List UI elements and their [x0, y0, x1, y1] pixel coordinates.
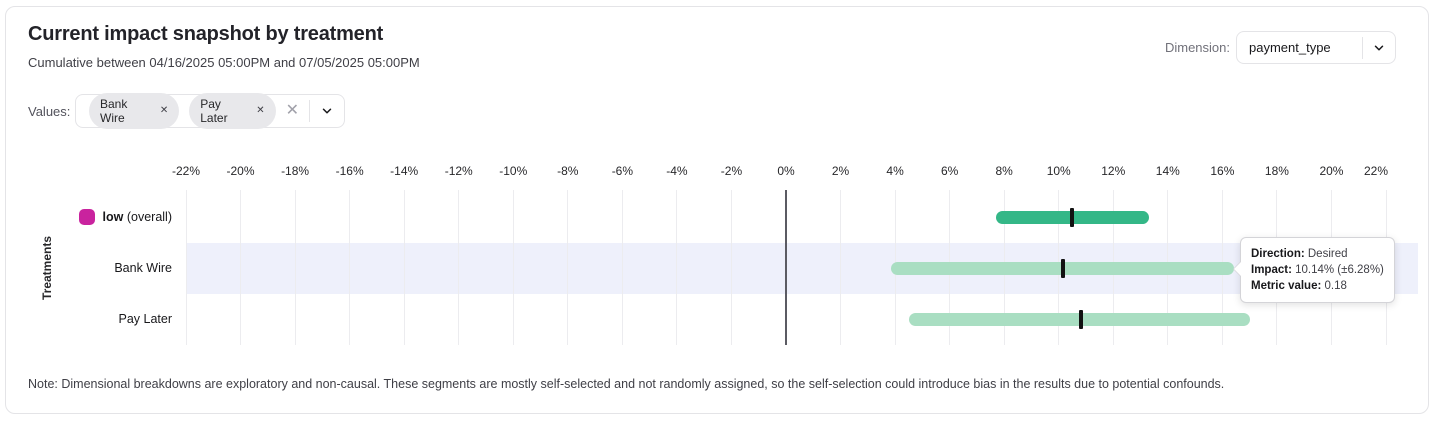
impact-point-tick	[1070, 207, 1075, 227]
x-axis-tick-label: 0%	[777, 164, 795, 178]
chip-remove-icon[interactable]: ✕	[159, 105, 169, 116]
x-axis-tick-label: -8%	[557, 164, 579, 178]
x-axis-tick-label: -20%	[226, 164, 255, 178]
gridline	[349, 190, 351, 345]
tooltip-impact-value: 10.14% (±6.28%)	[1295, 264, 1384, 276]
x-axis-tick-label: 8%	[995, 164, 1013, 178]
gridline	[840, 190, 842, 345]
value-chip-pay-later[interactable]: Pay Later ✕	[189, 93, 276, 129]
date-range-subtitle: Cumulative between 04/16/2025 05:00PM an…	[28, 55, 420, 70]
x-axis-tick-label: -10%	[499, 164, 528, 178]
impact-point-tick	[1078, 309, 1083, 329]
x-axis-tick-label: 6%	[940, 164, 959, 178]
chip-label: Pay Later	[200, 97, 228, 125]
x-axis-tick-label: -4%	[666, 164, 688, 178]
bar-tooltip: Direction: Desired Impact: 10.14% (±6.28…	[1233, 237, 1395, 303]
row-label-text: low (overall)	[102, 210, 172, 224]
x-axis-tick-label: 10%	[1046, 164, 1071, 178]
x-axis-tick-label: 12%	[1101, 164, 1126, 178]
gridline	[730, 190, 732, 345]
x-axis-tick-label: 18%	[1264, 164, 1289, 178]
gridline	[621, 190, 623, 345]
gridline	[512, 190, 514, 345]
chip-remove-icon[interactable]: ✕	[256, 105, 265, 116]
legend-swatch	[78, 209, 95, 225]
y-axis-title: Treatments	[40, 235, 54, 301]
values-multiselect[interactable]: Bank Wire ✕ Pay Later ✕ ✕	[75, 93, 345, 129]
x-axis-tick-label: -22%	[171, 164, 200, 178]
values-label: Values:	[28, 104, 71, 119]
tooltip-direction-row: Direction: Desired	[1251, 246, 1384, 262]
gridline	[240, 190, 242, 345]
tooltip-direction-label: Direction:	[1251, 248, 1305, 260]
dimension-selected-value: payment_type	[1249, 40, 1331, 55]
divider	[1362, 36, 1363, 59]
x-axis-tick-label: -18%	[281, 164, 310, 178]
row-label-text: Pay Later	[118, 312, 172, 326]
chevron-down-icon[interactable]	[320, 104, 334, 118]
tooltip-metric-label: Metric value:	[1251, 280, 1322, 292]
tooltip-impact-label: Impact:	[1251, 264, 1292, 276]
tooltip-metric-row: Metric value: 0.18	[1251, 278, 1384, 294]
x-axis-tick-label: -12%	[444, 164, 473, 178]
clear-all-icon[interactable]: ✕	[285, 102, 300, 119]
chevron-down-icon[interactable]	[1372, 41, 1386, 55]
x-axis-tick-label: 22%	[1363, 164, 1389, 178]
x-axis-tick-label: 4%	[886, 164, 904, 178]
gridline	[676, 190, 678, 345]
gridline	[567, 190, 569, 345]
tooltip-metric-value: 0.18	[1324, 280, 1347, 292]
gridline	[185, 190, 187, 345]
row-label: Bank Wire	[0, 258, 172, 278]
value-chip-bank-wire[interactable]: Bank Wire ✕	[89, 93, 180, 129]
x-axis-tick-label: 14%	[1155, 164, 1180, 178]
gridline	[403, 190, 405, 345]
row-label: low (overall)	[0, 207, 172, 227]
x-axis-tick-label: -16%	[335, 164, 364, 178]
x-axis-tick-label: 2%	[831, 164, 850, 178]
dimension-select[interactable]: payment_type	[1236, 31, 1396, 64]
gridline	[458, 190, 460, 345]
impact-snapshot-card	[5, 6, 1429, 414]
chip-label: Bank Wire	[100, 97, 128, 125]
row-label: Pay Later	[0, 309, 172, 329]
gridline	[294, 190, 296, 345]
x-axis-tick-label: -2%	[720, 164, 743, 178]
x-axis-tick-label: 20%	[1319, 164, 1344, 178]
page-title: Current impact snapshot by treatment	[28, 23, 384, 45]
footnote: Note: Dimensional breakdowns are explora…	[28, 377, 1225, 391]
x-axis-tick-label: -6%	[611, 164, 634, 178]
tooltip-arrow	[1234, 262, 1241, 276]
zero-line	[785, 190, 787, 345]
dimension-label: Dimension:	[1164, 40, 1230, 55]
row-label-text: Bank Wire	[114, 261, 172, 275]
x-axis-tick-label: -14%	[390, 164, 419, 178]
x-axis-tick-label: 16%	[1210, 164, 1235, 178]
tooltip-direction-value: Desired	[1307, 248, 1348, 260]
divider	[309, 100, 310, 122]
impact-point-tick	[1060, 258, 1065, 278]
tooltip-impact-row: Impact: 10.14% (±6.28%)	[1251, 262, 1384, 278]
